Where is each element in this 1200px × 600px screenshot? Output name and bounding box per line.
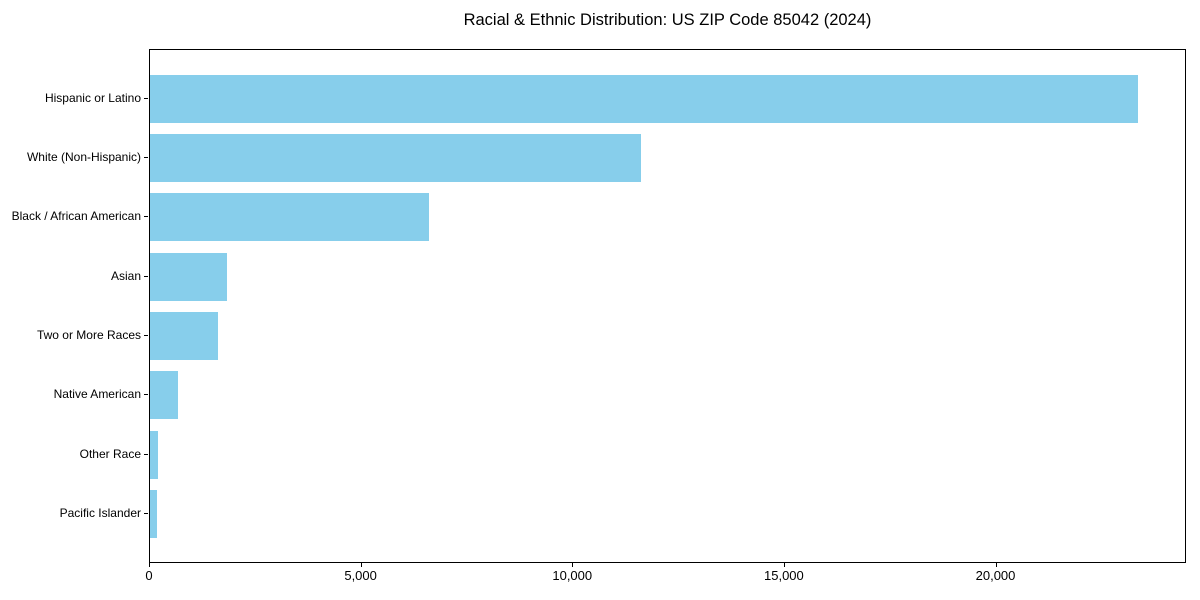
x-tick-mark: [361, 563, 362, 567]
y-tick-label: White (Non-Hispanic): [26, 149, 141, 164]
bar-two-or-more-races: [150, 311, 218, 360]
y-tick-label: Black / African American: [11, 209, 141, 224]
y-tick-label: Asian: [110, 268, 141, 283]
x-tick-mark: [572, 563, 573, 567]
bar-black-african-american: [150, 193, 430, 242]
bar-hispanic-or-latino: [150, 74, 1139, 123]
x-tick-label: 5,000: [344, 568, 377, 583]
plot-area: [149, 49, 1186, 563]
y-tick-label: Pacific Islander: [59, 506, 141, 521]
x-tick-mark: [996, 563, 997, 567]
y-tick-mark: [144, 157, 148, 158]
x-tick-label: 0: [145, 568, 153, 583]
bar-other-race: [150, 430, 159, 479]
y-tick-label: Native American: [53, 387, 141, 402]
y-tick-mark: [144, 98, 148, 99]
bar-asian: [150, 252, 228, 301]
chart-title: Racial & Ethnic Distribution: US ZIP Cod…: [463, 11, 872, 29]
x-tick-label: 10,000: [552, 568, 593, 583]
y-tick-label: Two or More Races: [36, 327, 141, 342]
y-tick-mark: [144, 394, 148, 395]
x-tick-mark: [784, 563, 785, 567]
x-tick-label: 15,000: [764, 568, 804, 583]
x-tick-label: 20,000: [975, 568, 1016, 583]
y-tick-label: Hispanic or Latino: [44, 90, 141, 105]
y-tick-mark: [144, 454, 148, 455]
x-tick-mark: [149, 563, 150, 567]
bar-native-american: [150, 371, 178, 420]
bar-white-non-hispanic: [150, 133, 641, 182]
bar-pacific-islander: [150, 490, 158, 539]
y-tick-mark: [144, 513, 148, 514]
y-tick-mark: [144, 276, 148, 277]
y-tick-mark: [144, 216, 148, 217]
y-tick-label: Other Race: [79, 446, 141, 461]
y-tick-mark: [144, 335, 148, 336]
